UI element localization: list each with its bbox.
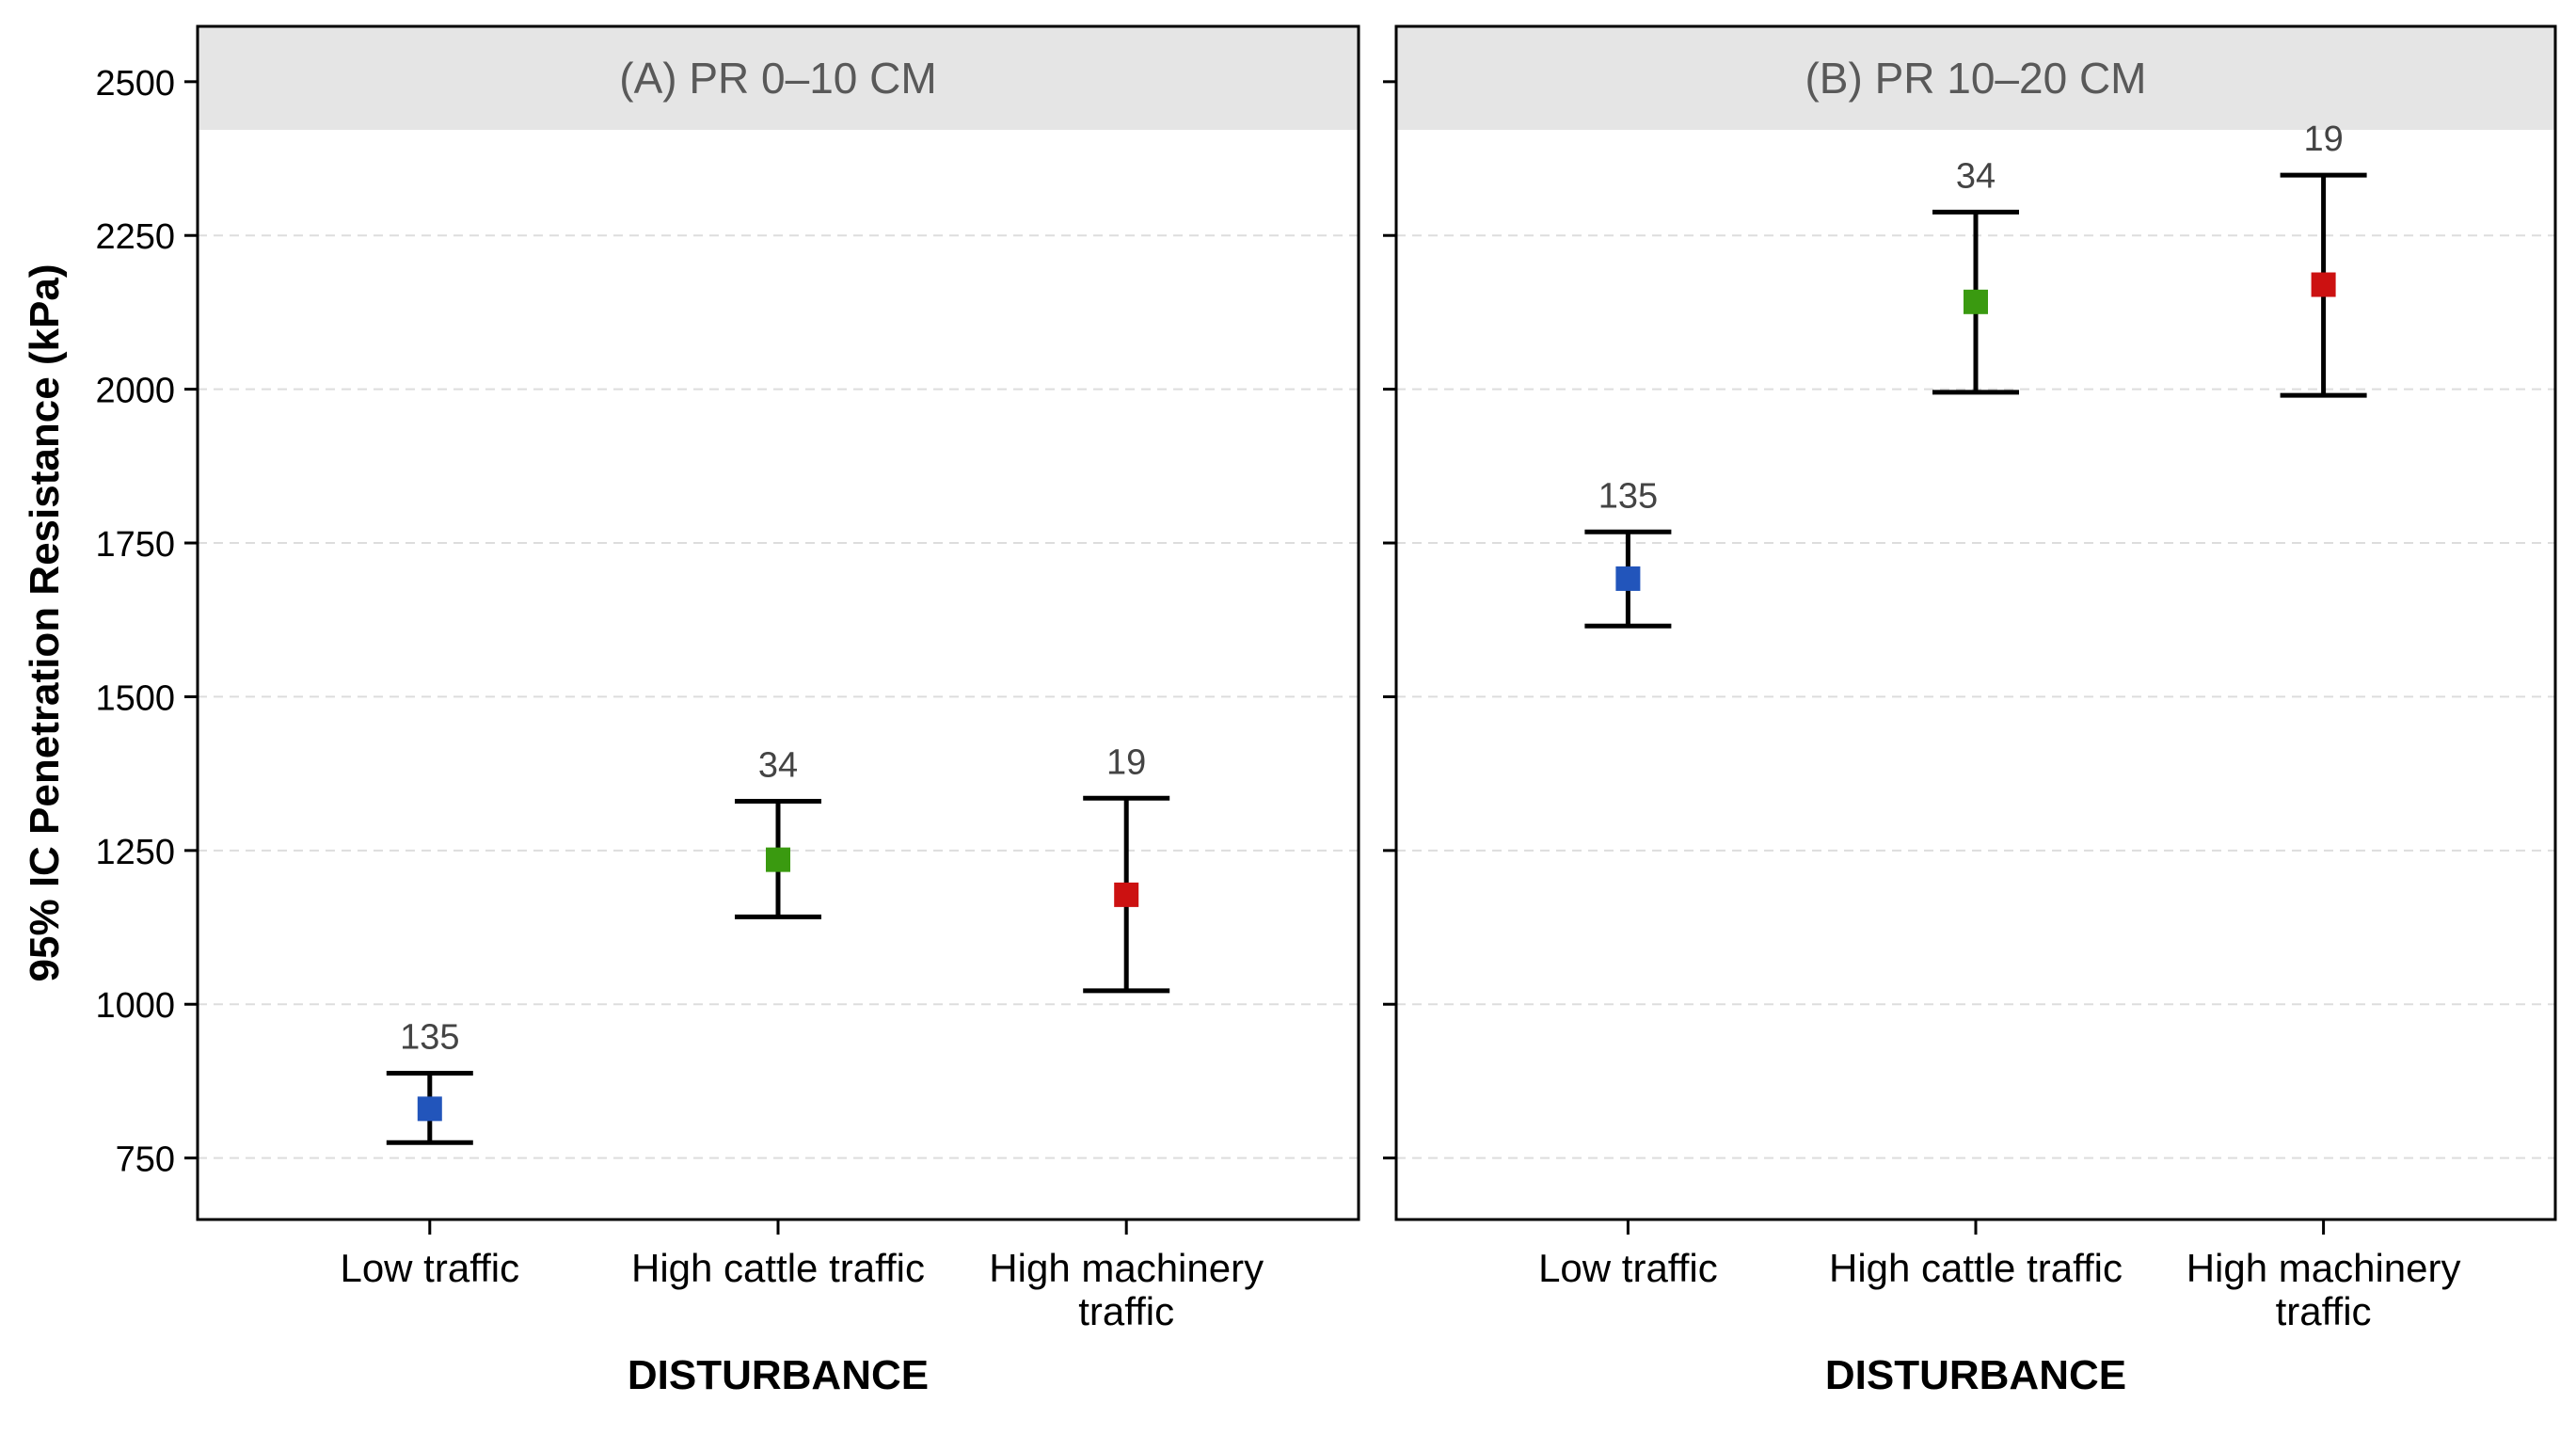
panel-a-n-label: 34 [758, 746, 798, 786]
y-tick-label: 750 [116, 1140, 175, 1180]
panel-b-strip [1396, 26, 2555, 130]
x-tick-label-line: High machinery [2186, 1246, 2461, 1290]
y-tick-label: 2250 [95, 217, 175, 257]
y-tick-label: 2500 [95, 64, 175, 104]
y-tick-label: 1500 [95, 678, 175, 718]
panel-b-x-tick-label: Low traffic [1538, 1246, 1718, 1290]
panel-a-strip [198, 26, 1359, 130]
y-tick-label: 1250 [95, 833, 175, 872]
panel-a-x-tick-label: Low traffic [340, 1246, 519, 1290]
x-tick-label-line: High machinery [989, 1246, 1264, 1290]
panel-b-n-label: 34 [1956, 156, 1996, 196]
panel-b-n-label: 19 [2303, 120, 2343, 159]
panel-b-title: (B) PR 10–20 CM [1805, 54, 2146, 103]
panel-b-x-axis-title: DISTURBANCE [1825, 1352, 2126, 1398]
panel-b-mean-point [1964, 289, 1988, 314]
panel-a-x-tick-label: High machinery traffic [989, 1246, 1264, 1333]
panel-b-x-tick-label: High machinery traffic [2186, 1246, 2461, 1333]
x-tick-label-line: Low traffic [1538, 1246, 1718, 1290]
panel-b-x-tick-label: High cattle traffic [1829, 1246, 2123, 1290]
y-tick-label: 2000 [95, 372, 175, 411]
panel-a-border [196, 24, 1360, 1221]
x-tick-label-line: High cattle traffic [631, 1246, 925, 1290]
x-tick-label-line: High cattle traffic [1829, 1246, 2123, 1290]
panel-a-n-label: 19 [1106, 742, 1146, 782]
y-tick-label: 1000 [95, 986, 175, 1026]
panel-b-n-label: 135 [1598, 476, 1658, 516]
panel-a-x-tick-label: High cattle traffic [631, 1246, 925, 1290]
panel-a-mean-point [766, 847, 790, 872]
panel-a-title: (A) PR 0–10 CM [619, 54, 936, 103]
x-tick-label-line: traffic [2276, 1289, 2372, 1333]
panel-a-mean-point [1114, 882, 1139, 907]
panel-b-border [1394, 24, 2557, 1221]
panel-a-mean-point [417, 1096, 442, 1122]
panel-b-mean-point [1615, 566, 1641, 591]
panel-a-n-label: 135 [400, 1017, 459, 1057]
panel-b-mean-point [2311, 272, 2336, 297]
y-tick-label: 1750 [95, 525, 175, 565]
y-axis-title: 95% IC Penetration Resistance (kPa) [22, 264, 68, 982]
panel-a-x-axis-title: DISTURBANCE [628, 1352, 929, 1398]
x-tick-label-line: traffic [1078, 1289, 1174, 1333]
x-tick-label-line: Low traffic [340, 1246, 519, 1290]
